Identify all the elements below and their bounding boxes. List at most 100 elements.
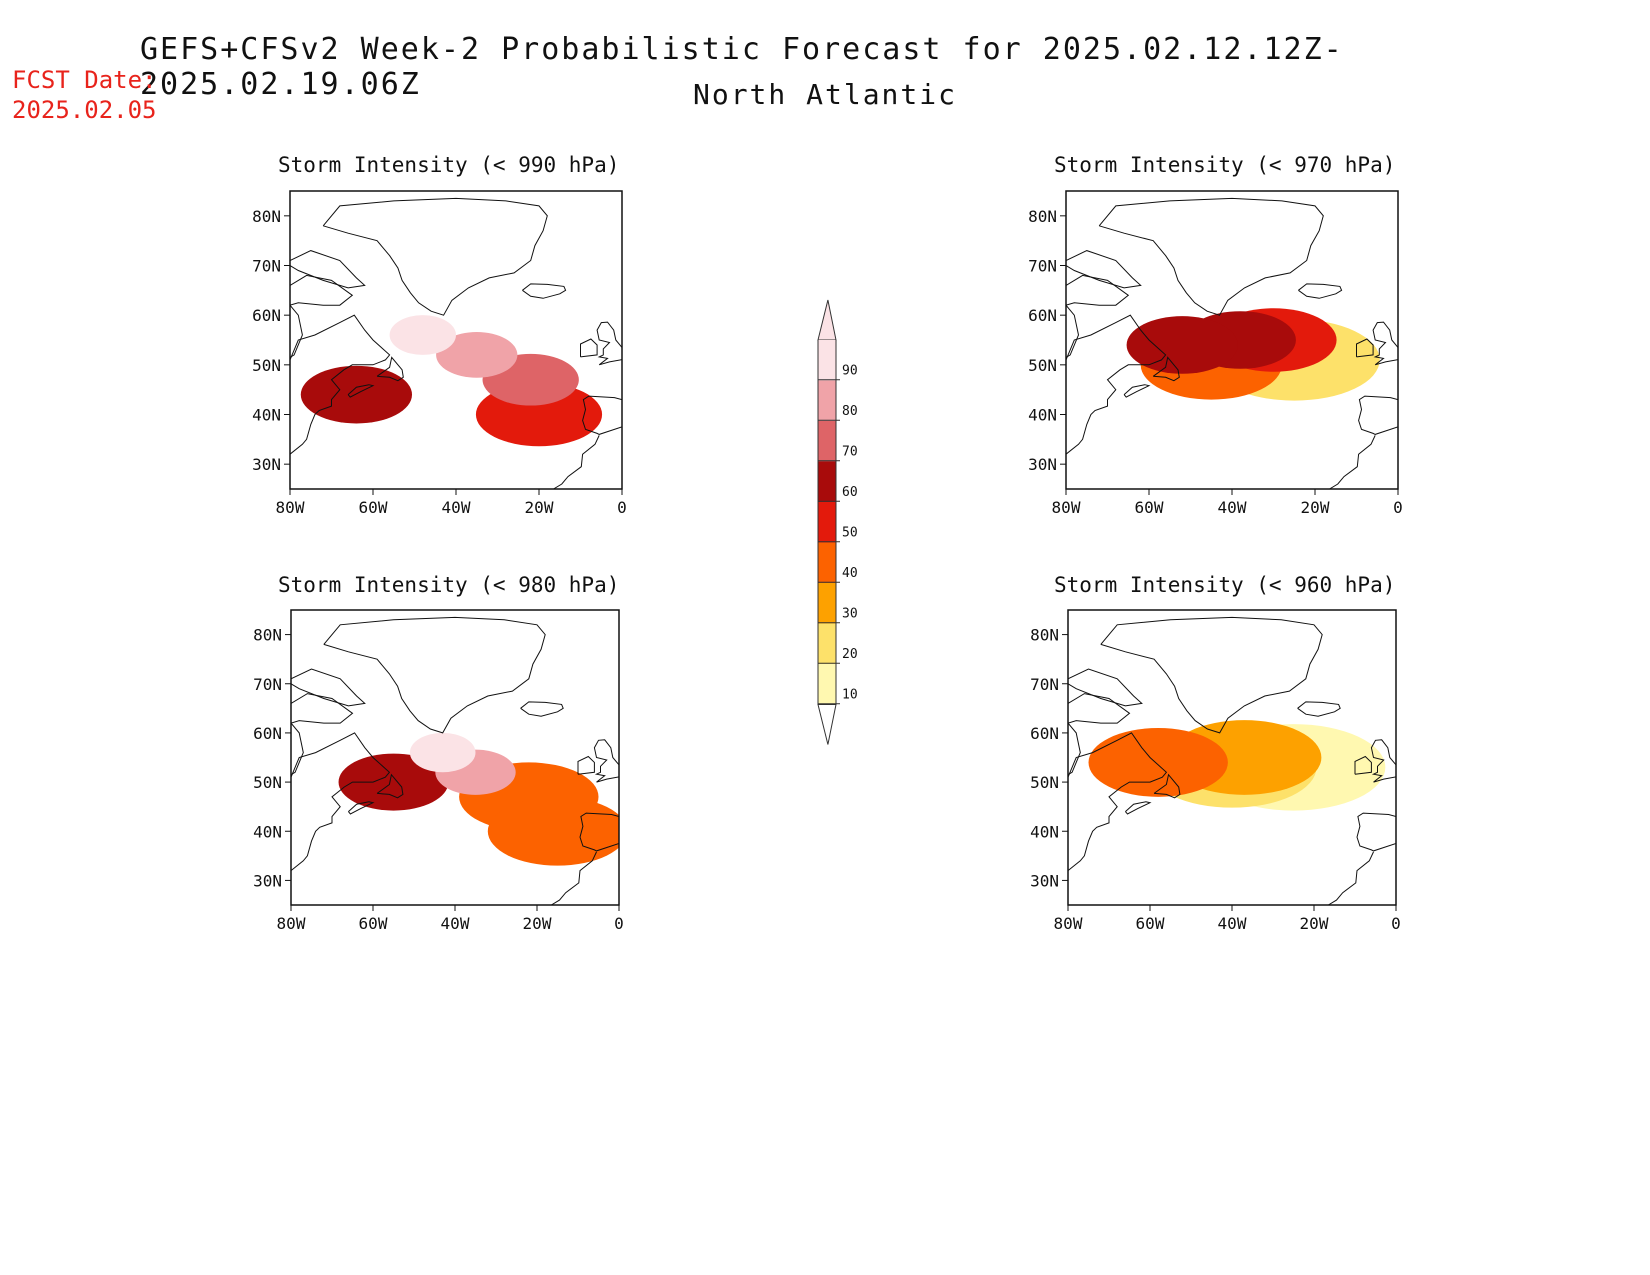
coastline-baffin — [291, 668, 366, 707]
coastline-ireland — [1356, 338, 1374, 358]
lat-tick-label: 40N — [1030, 822, 1059, 841]
probability-region — [1126, 316, 1238, 374]
lat-tick-label: 30N — [1030, 871, 1059, 890]
lon-tick-label: 40W — [441, 914, 470, 933]
lat-tick-label: 60N — [252, 306, 281, 325]
lat-tick-label: 50N — [252, 356, 281, 375]
coastline-iceland — [1297, 701, 1341, 717]
colorbar-swatch — [818, 380, 836, 421]
coastline-novascotia — [1123, 384, 1151, 398]
lat-tick-label: 50N — [1028, 356, 1057, 375]
coastline-labrador — [290, 314, 391, 455]
coastline-iberia — [579, 812, 619, 852]
lat-tick-label: 70N — [1030, 675, 1059, 694]
lon-tick-label: 0 — [1391, 914, 1401, 933]
coastline-iceland — [522, 283, 567, 299]
coastline-africa — [551, 851, 597, 905]
coastline-novascotia — [1125, 801, 1152, 815]
lon-tick-label: 60W — [359, 498, 388, 517]
lon-tick-label: 20W — [523, 914, 552, 933]
coastline-canada — [1066, 274, 1130, 358]
coastline-greenland — [323, 616, 546, 734]
coastline-africa — [1329, 435, 1376, 489]
fcst-date-value: 2025.02.05 — [12, 96, 157, 124]
colorbar: 90 80 70 60 50 40 30 20 10 — [817, 299, 858, 745]
lon-tick-label: 0 — [1393, 498, 1403, 517]
probability-region — [1088, 728, 1228, 797]
lat-tick-label: 80N — [1030, 626, 1059, 645]
coastline-baffin — [1066, 250, 1142, 289]
lat-tick-label: 70N — [1028, 257, 1057, 276]
panel-title-980: Storm Intensity (< 980 hPa) — [278, 573, 620, 597]
lat-tick-label: 80N — [253, 626, 282, 645]
lat-tick-label: 70N — [253, 675, 282, 694]
lon-tick-label: 60W — [359, 914, 388, 933]
lat-tick-label: 80N — [1028, 207, 1057, 226]
fcst-date-label: FCST Date: — [12, 66, 157, 94]
coastline-greenland — [322, 197, 548, 316]
colorbar-label: 60 — [842, 485, 858, 500]
lat-tick-label: 60N — [1030, 724, 1059, 743]
lon-tick-label: 40W — [1218, 498, 1247, 517]
lon-tick-label: 80W — [277, 914, 306, 933]
coastline-novascotia — [347, 384, 375, 398]
map-panel-970: 80N 70N 60N 50N 40N 30N 80W 60W 40W 20W 0 — [1028, 190, 1403, 517]
colorbar-label: 40 — [842, 566, 858, 581]
colorbar-label: 10 — [842, 688, 858, 703]
region-subtitle: North Atlantic — [692, 78, 957, 111]
map-panel-960: 80N 70N 60N 50N 40N 30N 80W 60W 40W 20W 0 — [1030, 609, 1401, 933]
coastline-ireland — [1354, 755, 1372, 775]
colorbar-swatch — [818, 340, 836, 381]
probability-region — [409, 732, 476, 773]
probability-region — [436, 332, 518, 378]
coastline-labrador — [1068, 732, 1168, 871]
lat-tick-label: 30N — [252, 455, 281, 474]
lat-tick-label: 40N — [252, 406, 281, 425]
coastline-newfoundland — [376, 773, 404, 799]
coastline-newfoundland — [1153, 773, 1181, 799]
lat-tick-label: 60N — [253, 724, 282, 743]
lon-tick-label: 0 — [614, 914, 624, 933]
probability-region — [300, 365, 413, 424]
lat-tick-label: 30N — [253, 871, 282, 890]
coastline-iberia — [582, 395, 622, 435]
lat-tick-label: 60N — [1028, 306, 1057, 325]
colorbar-label: 90 — [842, 364, 858, 379]
coastline-iceland — [520, 701, 564, 717]
coastline-greenland — [1100, 616, 1323, 734]
lat-tick-label: 40N — [253, 822, 282, 841]
colorbar-top-arrow — [817, 299, 837, 341]
lon-tick-label: 40W — [1218, 914, 1247, 933]
colorbar-swatch — [818, 502, 836, 543]
coastline-britain — [1370, 739, 1396, 783]
coastline-greenland — [1098, 197, 1324, 316]
panel-title-970: Storm Intensity (< 970 hPa) — [1054, 153, 1396, 177]
coastline-africa — [1328, 851, 1374, 905]
lon-tick-label: 40W — [442, 498, 471, 517]
colorbar-swatch — [818, 583, 836, 624]
coastline-britain — [1372, 321, 1398, 366]
map-panel-990: 80N 70N 60N 50N 40N 30N 80W 60W 40W 20W 0 — [252, 190, 627, 517]
colorbar-label: 50 — [842, 526, 858, 541]
lon-tick-label: 80W — [1054, 914, 1083, 933]
probability-region — [338, 753, 449, 811]
coastline-canada — [290, 274, 354, 358]
coastline-ireland — [577, 755, 595, 775]
coastline-britain — [593, 739, 619, 783]
lat-tick-label: 50N — [1030, 773, 1059, 792]
coastline-iberia — [1356, 812, 1396, 852]
colorbar-bottom-arrow — [817, 704, 837, 745]
coastline-newfoundland — [1152, 356, 1180, 382]
colorbar-swatch — [818, 664, 836, 705]
colorbar-label: 70 — [842, 445, 858, 460]
lat-tick-label: 50N — [253, 773, 282, 792]
colorbar-swatch — [818, 421, 836, 462]
lon-tick-label: 80W — [1052, 498, 1081, 517]
colorbar-swatch — [818, 542, 836, 583]
lon-tick-label: 60W — [1135, 498, 1164, 517]
coastline-baffin — [290, 250, 366, 289]
coastline-iceland — [1298, 283, 1343, 299]
colorbar-swatch — [818, 623, 836, 664]
lon-tick-label: 80W — [276, 498, 305, 517]
